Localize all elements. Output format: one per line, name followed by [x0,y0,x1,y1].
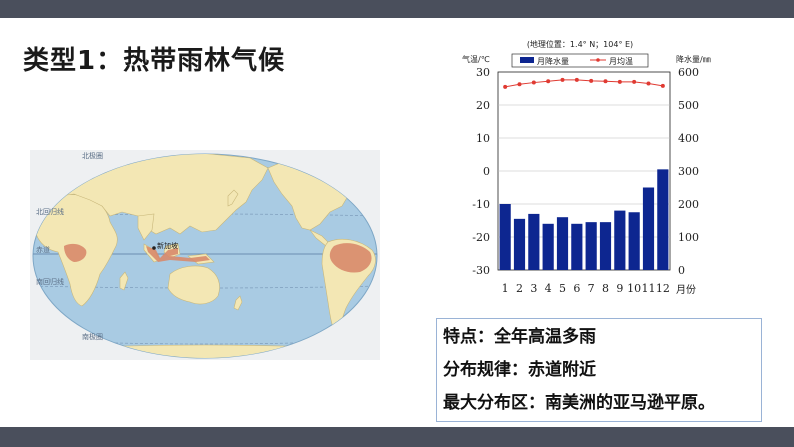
left-tick-label: 10 [476,132,490,145]
slide-title: 类型1：热带雨林气候 [23,46,286,76]
greenland [349,154,377,173]
month-tick-label: 9 [616,282,623,295]
right-axis-label: 降水量/㎜ [676,54,711,64]
madagascar [119,271,129,291]
month-tick-label: 3 [530,282,537,295]
label-singapore: 新加坡 [157,241,178,250]
x-axis-label: 月份 [676,284,696,296]
label-arctic-circle: 北极圈 [82,151,103,160]
temperature-point [503,84,508,89]
left-tick-label: -20 [472,231,490,244]
precipitation-bar [513,218,526,270]
month-tick-label: 10 [627,282,641,295]
month-tick-label: 12 [656,282,670,295]
month-tick-label: 7 [588,282,595,295]
temperature-point [560,77,565,82]
precipitation-bar [599,222,612,270]
month-tick-label: 6 [573,282,580,295]
month-tick-label: 5 [559,282,566,295]
info-box: 特点：全年高温多雨 分布规律：赤道附近 最大分布区：南美洲的亚马逊平原。 [436,318,762,422]
top-bar [0,0,794,18]
bottom-bar [0,427,794,447]
precipitation-bar [542,223,554,270]
temperature-point [531,80,536,85]
left-tick-label: 0 [483,165,490,178]
temperature-point [646,81,651,86]
precipitation-bar [642,187,655,270]
precipitation-bar [499,204,511,270]
right-tick-label: 0 [678,264,685,277]
new-zealand [233,295,243,311]
antarctica [33,344,377,358]
legend-temp-label: 月均温 [609,56,633,66]
month-tick-label: 11 [642,282,656,295]
right-axis-ticks: 600 500 400 300 200 100 0 [678,66,699,277]
precipitation-bar [528,213,540,270]
climate-chart-svg: (地理位置：1.4° N；104° E) 气温/℃ 降水量/㎜ 月降水量 月均温… [462,39,711,296]
left-tick-label: 30 [476,66,490,79]
precipitation-bar [571,223,583,270]
temperature-point [632,79,637,84]
left-axis-label: 气温/℃ [462,54,490,64]
label-antarctic-circle: 南极圈 [82,332,103,341]
info-feature: 特点：全年高温多雨 [443,327,596,347]
month-tick-label: 4 [545,282,552,295]
right-tick-label: 600 [678,66,699,79]
temperature-point [589,78,594,83]
right-tick-label: 100 [678,231,699,244]
world-map-svg: 北极圈 北回归线 赤道 南回归线 南极圈 新加坡 [32,151,378,359]
chart-gridlines [498,104,670,238]
rainforest-congo [64,243,87,262]
temperature-point [617,79,622,84]
right-tick-label: 400 [678,132,699,145]
temperature-point [517,82,522,87]
left-tick-label: 20 [476,99,490,112]
temperature-point [546,79,551,84]
right-tick-label: 300 [678,165,699,178]
temperature-point [603,79,608,84]
rainforest-southeast-asia [146,246,210,262]
temperature-point [574,77,579,82]
temperature-line [503,77,665,89]
month-tick-label: 2 [516,282,523,295]
legend-box [511,53,649,68]
legend-precip-label: 月降水量 [537,56,569,66]
rainforest-amazon [329,243,372,273]
label-tropic-of-cancer: 北回归线 [36,207,64,216]
precipitation-bar [628,212,640,270]
precipitation-bar [614,210,626,270]
month-tick-label: 1 [502,282,509,295]
month-tick-label: 8 [602,282,609,295]
left-axis-ticks: 30 20 10 0 -10 -20 -30 [472,66,490,277]
legend-temp-dot [596,58,600,62]
precipitation-bars [499,169,669,270]
temperature-point [660,83,665,88]
right-tick-label: 200 [678,198,699,211]
left-tick-label: -30 [472,264,490,277]
precipitation-bar [585,222,597,270]
precipitation-bar [556,217,569,270]
x-axis-ticks: 1 2 3 4 5 6 7 8 9 10 11 12 [502,282,670,295]
legend-precip-swatch [520,57,534,63]
label-tropic-of-capricorn: 南回归线 [36,277,64,286]
climate-chart: (地理位置：1.4° N；104° E) 气温/℃ 降水量/㎜ 月降水量 月均温… [440,36,720,298]
singapore-marker [152,246,156,250]
left-tick-label: -10 [472,198,490,211]
precipitation-bar [657,169,669,270]
australia [167,265,220,305]
label-equator: 赤道 [36,245,50,254]
chart-title: (地理位置：1.4° N；104° E) [527,39,633,49]
info-largest-area: 最大分布区：南美洲的亚马逊平原。 [443,393,715,413]
india [137,213,155,241]
right-tick-label: 500 [678,99,699,112]
info-distribution: 分布规律：赤道附近 [443,360,596,380]
temperature-polyline [505,79,663,88]
japan [227,189,239,207]
world-map: 北极圈 北回归线 赤道 南回归线 南极圈 新加坡 [30,150,380,360]
